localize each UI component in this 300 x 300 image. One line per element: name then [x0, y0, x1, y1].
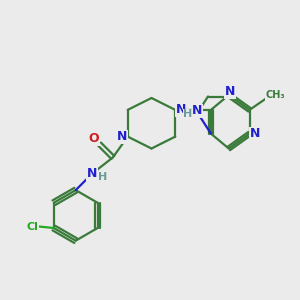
Text: CH₃: CH₃ [265, 90, 285, 100]
Text: N: N [225, 85, 236, 98]
Text: N: N [192, 104, 203, 117]
Text: N: N [176, 103, 186, 116]
Text: N: N [250, 127, 260, 140]
Text: N: N [87, 167, 97, 180]
Text: H: H [98, 172, 107, 182]
Text: N: N [117, 130, 128, 143]
Text: H: H [183, 109, 193, 119]
Text: O: O [89, 132, 99, 145]
Text: Cl: Cl [26, 221, 38, 232]
